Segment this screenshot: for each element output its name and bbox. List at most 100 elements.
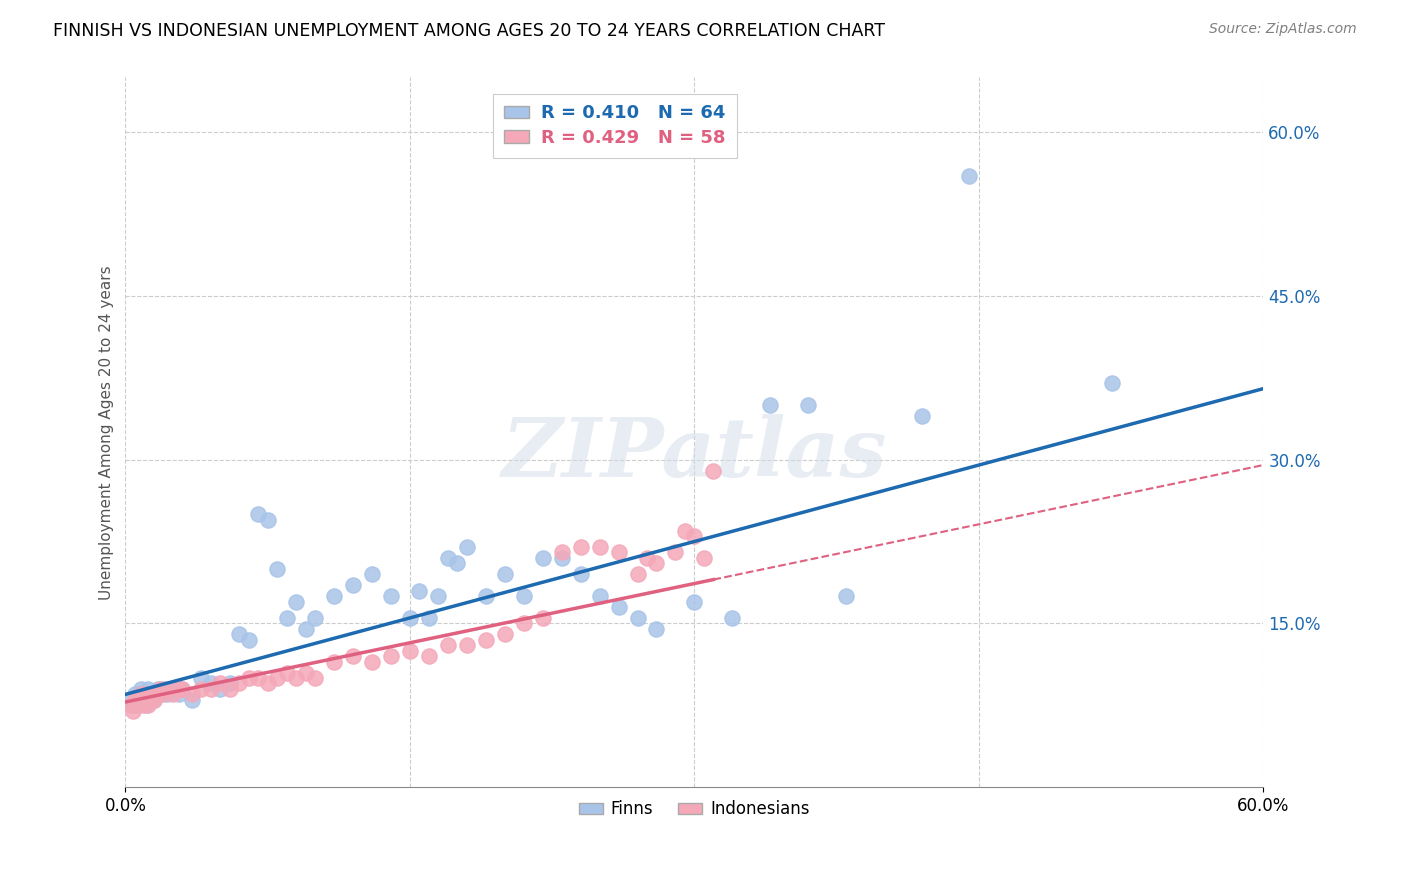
Point [139, 693, 162, 707]
Point [957, 169, 980, 183]
Point [141, 687, 163, 701]
Point [494, 627, 516, 641]
Point [122, 704, 145, 718]
Point [342, 578, 364, 592]
Point [128, 693, 150, 707]
Point [162, 681, 184, 696]
Point [125, 693, 148, 707]
Point [149, 687, 172, 701]
Point [276, 665, 298, 680]
Point [247, 671, 270, 685]
Point [531, 550, 554, 565]
Point [228, 627, 250, 641]
Point [399, 611, 422, 625]
Point [200, 681, 222, 696]
Point [180, 693, 202, 707]
Point [664, 545, 686, 559]
Point [200, 676, 222, 690]
Point [418, 649, 440, 664]
Point [124, 687, 146, 701]
Point [190, 681, 212, 696]
Point [218, 676, 240, 690]
Point [162, 687, 184, 701]
Text: Source: ZipAtlas.com: Source: ZipAtlas.com [1209, 22, 1357, 37]
Point [139, 693, 162, 707]
Point [238, 671, 260, 685]
Point [294, 622, 316, 636]
Point [124, 693, 146, 707]
Point [636, 550, 658, 565]
Point [276, 611, 298, 625]
Point [209, 681, 232, 696]
Point [145, 687, 167, 701]
Point [512, 589, 534, 603]
Point [683, 529, 706, 543]
Point [218, 681, 240, 696]
Point [693, 550, 716, 565]
Point [131, 693, 153, 707]
Point [456, 540, 478, 554]
Point [380, 649, 402, 664]
Point [120, 693, 142, 707]
Point [141, 687, 163, 701]
Point [323, 655, 346, 669]
Point [152, 687, 174, 701]
Point [146, 681, 169, 696]
Point [835, 589, 858, 603]
Point [209, 676, 232, 690]
Point [569, 540, 592, 554]
Point [128, 687, 150, 701]
Point [120, 698, 142, 713]
Point [626, 611, 648, 625]
Point [247, 507, 270, 521]
Point [266, 671, 288, 685]
Point [136, 698, 159, 713]
Point [1101, 376, 1123, 391]
Point [550, 545, 572, 559]
Point [399, 643, 422, 657]
Point [588, 540, 610, 554]
Point [145, 687, 167, 701]
Point [427, 589, 450, 603]
Point [437, 638, 460, 652]
Y-axis label: Unemployment Among Ages 20 to 24 years: Unemployment Among Ages 20 to 24 years [100, 265, 114, 599]
Point [134, 693, 156, 707]
Point [408, 583, 430, 598]
Point [122, 698, 145, 713]
Point [342, 649, 364, 664]
Point [131, 698, 153, 713]
Point [134, 687, 156, 701]
Point [190, 671, 212, 685]
Point [721, 611, 744, 625]
Point [437, 550, 460, 565]
Point [380, 589, 402, 603]
Point [156, 681, 179, 696]
Point [266, 562, 288, 576]
Point [285, 671, 308, 685]
Point [531, 611, 554, 625]
Point [323, 589, 346, 603]
Point [645, 622, 668, 636]
Point [180, 687, 202, 701]
Point [135, 698, 157, 713]
Point [588, 589, 610, 603]
Point [167, 681, 190, 696]
Point [129, 687, 152, 701]
Point [304, 611, 326, 625]
Point [550, 550, 572, 565]
Point [142, 693, 165, 707]
Point [446, 557, 468, 571]
Point [673, 524, 696, 538]
Point [607, 600, 630, 615]
Point [135, 687, 157, 701]
Point [607, 545, 630, 559]
Point [645, 557, 668, 571]
Point [512, 616, 534, 631]
Point [256, 513, 278, 527]
Point [569, 567, 592, 582]
Point [304, 671, 326, 685]
Point [418, 611, 440, 625]
Point [759, 398, 782, 412]
Point [361, 655, 384, 669]
Point [494, 567, 516, 582]
